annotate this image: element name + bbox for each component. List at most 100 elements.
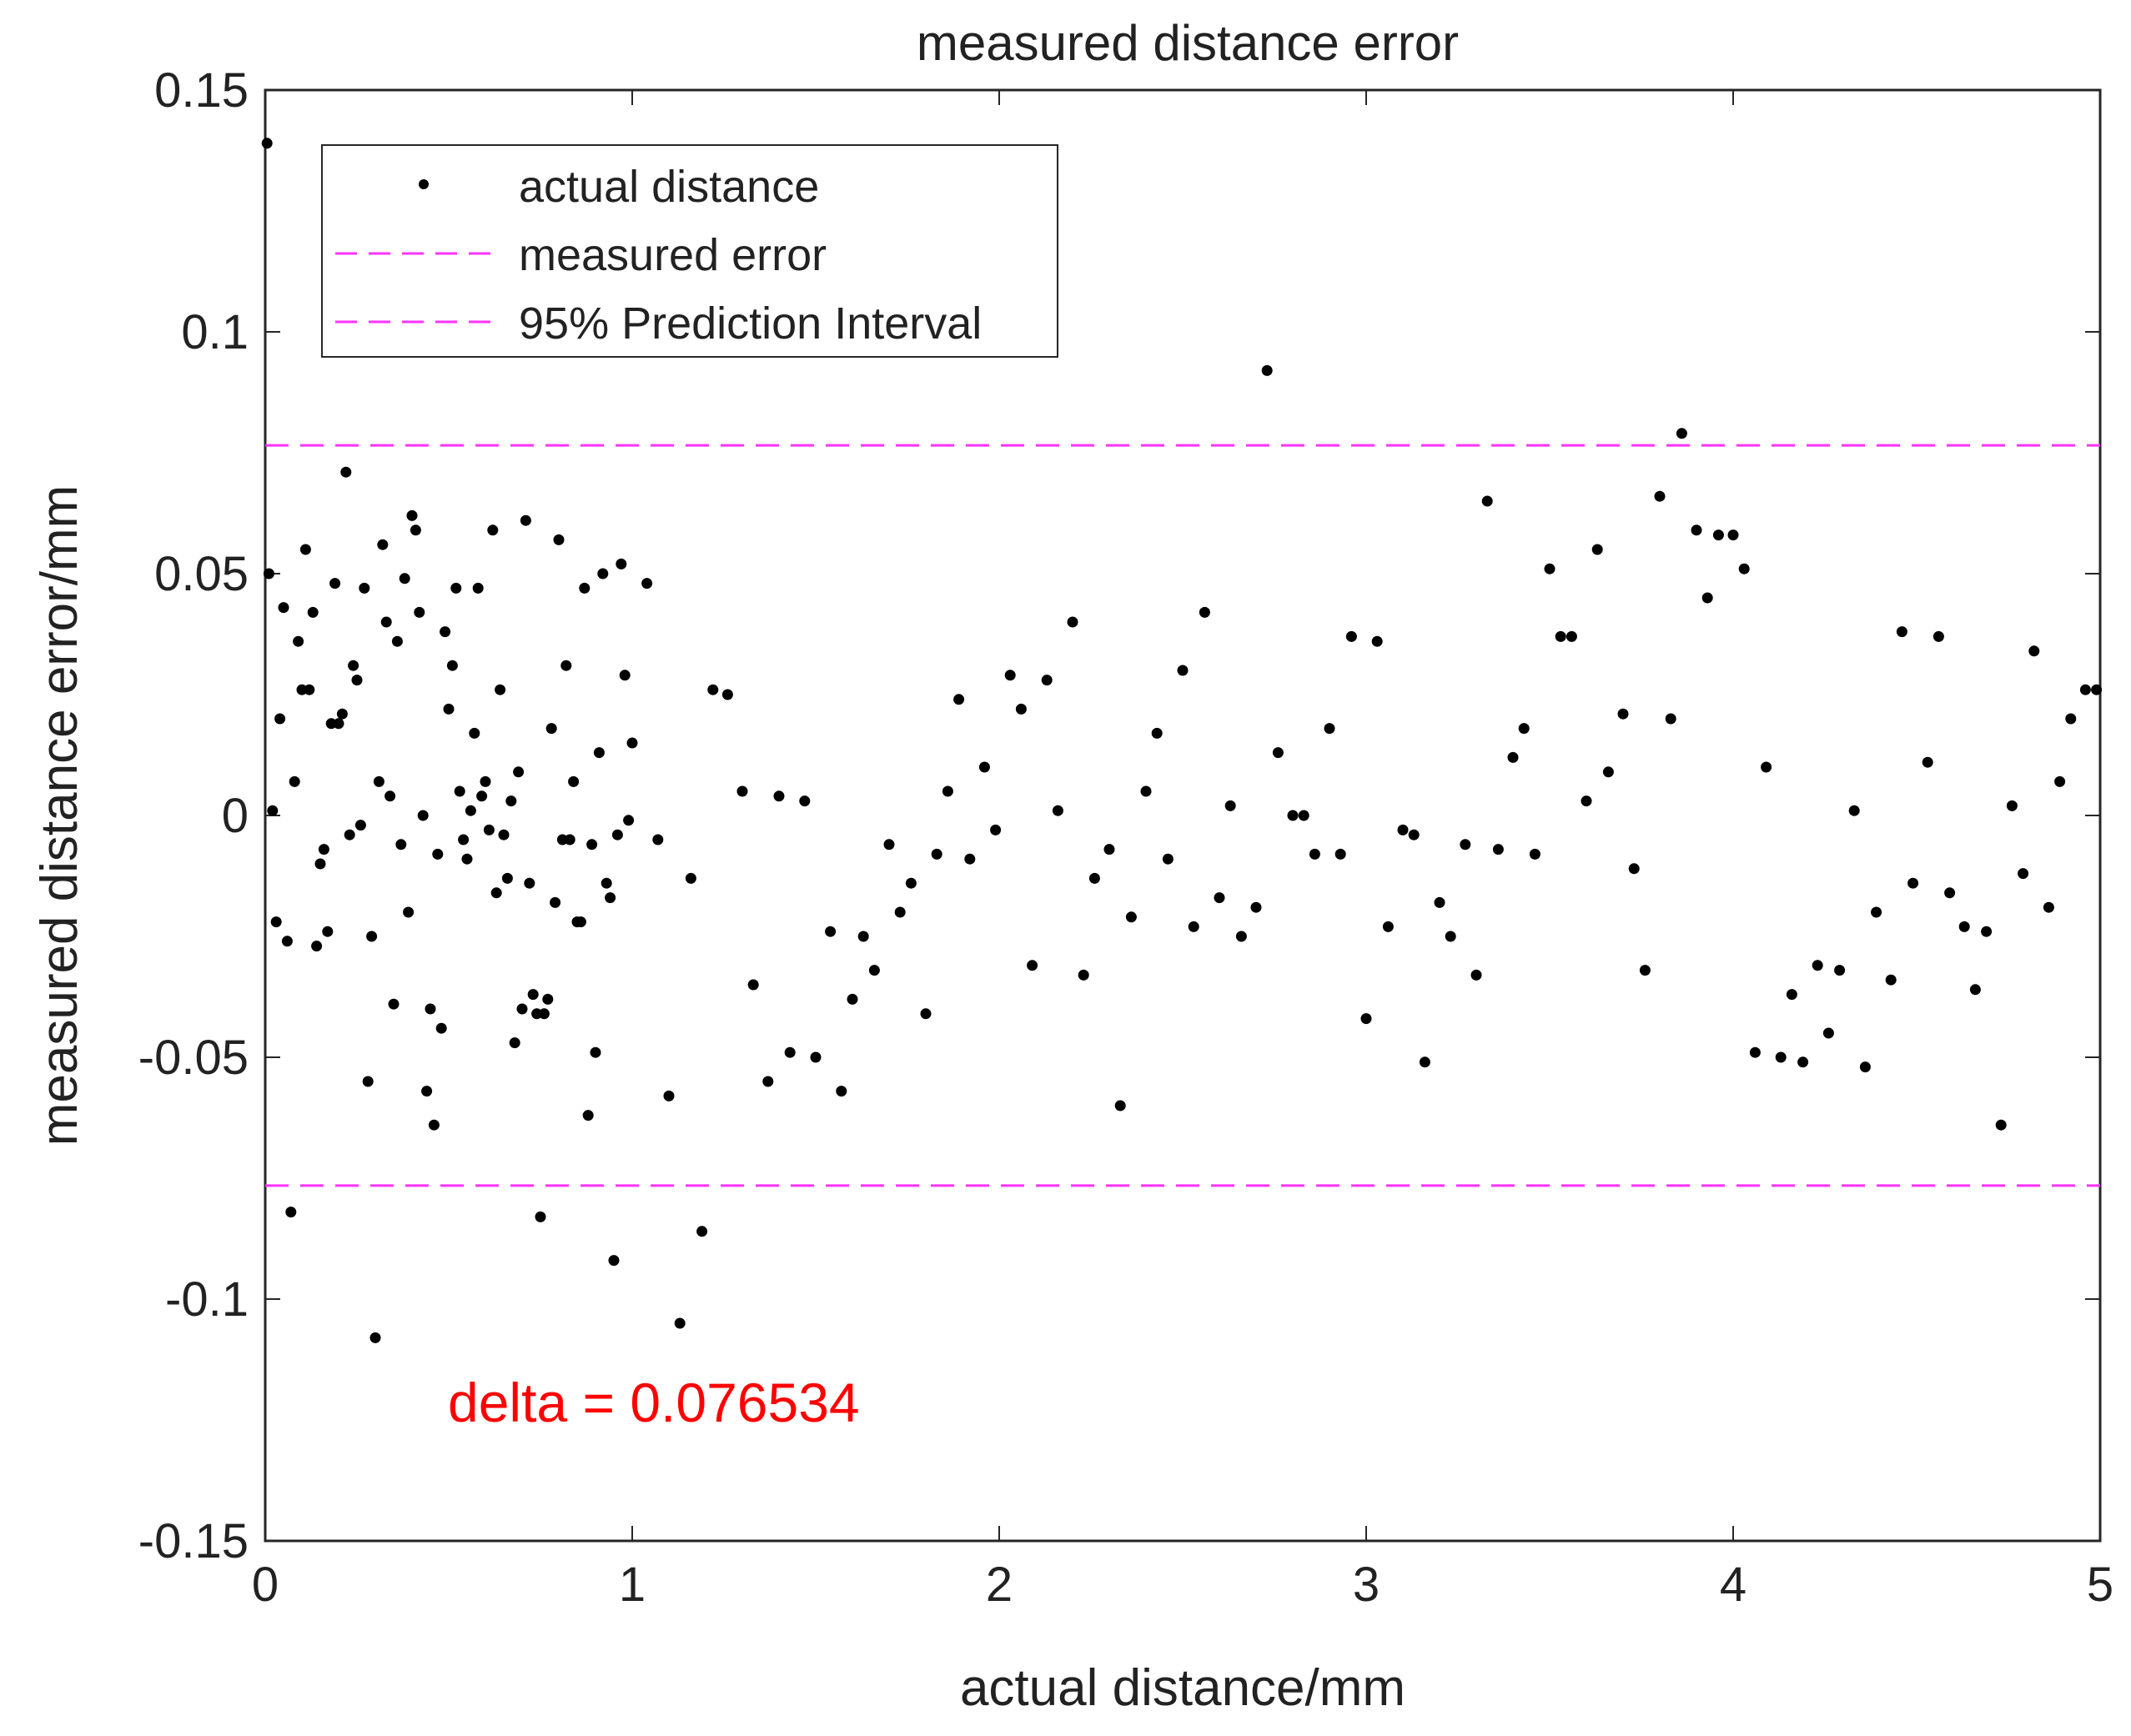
data-point <box>597 568 609 580</box>
data-point <box>380 616 392 628</box>
data-point <box>1958 921 1970 932</box>
data-point <box>1969 984 1981 996</box>
data-point <box>527 989 539 1001</box>
legend-marker-actual-distance <box>419 179 429 189</box>
data-point <box>498 829 510 840</box>
data-point <box>964 853 976 865</box>
data-point <box>509 1037 520 1049</box>
data-point <box>1981 926 1993 937</box>
data-point <box>894 906 906 918</box>
data-point <box>920 1008 932 1020</box>
data-point <box>1848 805 1860 816</box>
data-point <box>883 839 895 850</box>
data-point <box>1309 848 1320 860</box>
data-point <box>1088 872 1100 884</box>
data-point <box>1761 761 1772 773</box>
data-point <box>1691 524 1702 536</box>
data-point <box>553 534 565 545</box>
data-point <box>1871 906 1882 918</box>
data-point <box>1434 896 1445 908</box>
data-point <box>1103 844 1115 855</box>
data-point <box>274 713 286 725</box>
data-point <box>476 790 488 802</box>
data-point <box>261 138 273 149</box>
x-tick-label: 5 <box>2087 1558 2113 1612</box>
data-point <box>318 844 329 855</box>
x-tick-label: 0 <box>252 1558 279 1612</box>
data-point <box>953 694 965 705</box>
data-point <box>1834 965 1846 976</box>
data-point <box>410 524 421 536</box>
data-points <box>261 138 2103 1343</box>
data-point <box>263 568 274 580</box>
data-point <box>1775 1051 1787 1063</box>
data-point <box>1140 785 1152 797</box>
data-point <box>377 539 389 550</box>
data-point <box>2018 868 2029 880</box>
data-point <box>1995 1119 2007 1131</box>
data-point <box>1235 931 1247 942</box>
data-point <box>403 906 415 918</box>
data-point <box>1067 616 1078 628</box>
data-point <box>461 853 473 865</box>
data-point <box>366 931 378 942</box>
data-point <box>384 790 396 802</box>
data-point <box>736 785 748 797</box>
data-point <box>825 926 837 937</box>
data-point <box>425 1003 436 1015</box>
data-point <box>538 1008 550 1020</box>
data-point <box>1544 563 1556 574</box>
data-point <box>270 916 282 928</box>
data-point <box>1727 529 1739 541</box>
data-point <box>281 936 293 947</box>
data-point <box>1078 969 1089 981</box>
data-point <box>336 708 348 720</box>
data-point <box>721 689 733 700</box>
data-point <box>905 877 917 889</box>
data-point <box>333 718 344 730</box>
data-point <box>542 993 554 1005</box>
data-point <box>1701 592 1713 604</box>
legend-label-measured-error: measured error <box>519 230 827 280</box>
data-point <box>579 582 591 594</box>
data-point <box>495 684 506 695</box>
x-tick-label: 1 <box>619 1558 646 1612</box>
delta-annotation: delta = 0.076534 <box>448 1372 860 1433</box>
data-point <box>1639 965 1651 976</box>
data-point <box>601 877 612 889</box>
data-point <box>369 1332 381 1343</box>
data-point <box>1566 630 1577 642</box>
data-point <box>359 582 370 594</box>
data-point <box>465 805 476 816</box>
data-point <box>344 829 355 840</box>
data-point <box>406 509 418 521</box>
data-point <box>1397 824 1409 835</box>
data-point <box>1345 630 1357 642</box>
data-point <box>590 1046 601 1058</box>
data-point <box>351 675 363 686</box>
data-point <box>483 824 495 835</box>
data-point <box>1224 800 1236 811</box>
data-point <box>857 931 869 942</box>
data-point <box>1617 708 1629 720</box>
data-point <box>446 660 458 671</box>
data-point <box>535 1211 546 1222</box>
data-point <box>505 795 517 807</box>
chart-title: measured distance error <box>917 15 1459 71</box>
data-point <box>836 1086 847 1097</box>
data-point <box>1151 727 1163 739</box>
data-point <box>354 820 366 831</box>
data-point <box>1555 630 1566 642</box>
data-point <box>417 810 429 821</box>
data-point <box>1797 1056 1809 1068</box>
data-point <box>626 737 638 749</box>
data-point <box>799 795 811 807</box>
data-point <box>1481 495 1493 507</box>
data-point <box>340 466 352 478</box>
data-point <box>391 635 403 647</box>
data-point <box>1591 544 1603 555</box>
data-point <box>623 815 635 826</box>
data-point <box>784 1046 796 1058</box>
data-point <box>1665 713 1676 725</box>
data-point <box>1419 1056 1430 1068</box>
